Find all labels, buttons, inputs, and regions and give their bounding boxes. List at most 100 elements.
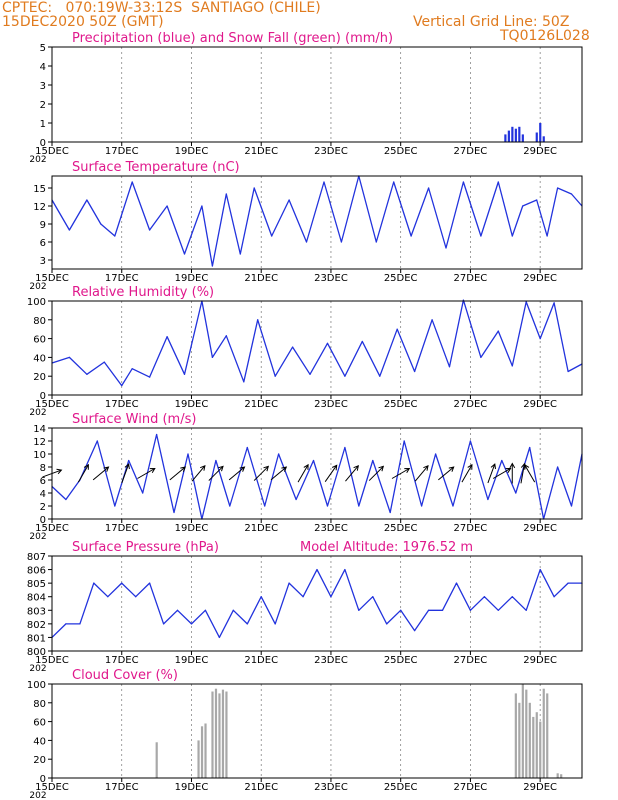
x-tick-label: 29DEC [523, 655, 557, 666]
wind-arrow-head [353, 464, 359, 471]
data-point [414, 630, 416, 632]
data-point [410, 235, 412, 237]
wind-arrow [270, 466, 287, 481]
data-point [525, 609, 527, 611]
data-point [515, 492, 517, 494]
data-point [361, 340, 363, 343]
data-point [375, 241, 377, 243]
panel-title: Surface Wind (m/s) [72, 412, 196, 427]
x-tick-label: 17DEC [105, 782, 139, 793]
panel-frame [51, 427, 583, 520]
data-point [323, 181, 325, 183]
x-tick-label: 15DEC [35, 655, 69, 666]
wind-arrow [391, 468, 410, 479]
data-point [243, 381, 245, 383]
bar [504, 134, 507, 142]
panel-2: 3 6 9 12 15 15DEC 17DEC 19DEC 21DEC 23DEC 25DEC 27D… [29, 160, 583, 292]
data-point [326, 505, 329, 507]
header-line-2: 15DEC2020 50Z (GMT) [2, 14, 164, 30]
data-point [156, 433, 158, 436]
data-point [556, 466, 559, 468]
x-tick-label: 21DEC [244, 655, 278, 666]
bar [507, 130, 510, 142]
y-tick-label: 2 [40, 502, 46, 513]
x-tick-label: 25DEC [384, 399, 418, 410]
wind-arrow [492, 468, 511, 479]
x-tick-label: 25DEC [384, 782, 418, 793]
wind-arrow [228, 466, 245, 481]
wind-arrow-head [200, 464, 206, 471]
x-tick-label: 23DEC [314, 146, 348, 157]
y-tick-label: 4 [40, 62, 46, 73]
y-tick-label: 15 [33, 184, 46, 195]
wind-arrow-head [378, 465, 385, 472]
y-tick-label: 1 [40, 119, 46, 130]
data-point [288, 582, 290, 584]
data-point [201, 205, 203, 207]
x-tick-label: 19DEC [175, 655, 209, 666]
data-point [131, 368, 133, 370]
y-tick-label: 0 [40, 138, 46, 149]
y-tick-label: 20 [33, 755, 46, 766]
x-tick-label: 27DEC [454, 273, 488, 284]
x-tick-label: 25DEC [384, 273, 418, 284]
wind-arrow-head [281, 466, 288, 472]
data-point [131, 181, 133, 183]
bar [535, 712, 538, 778]
panel-title: Cloud Cover (%) [72, 668, 178, 683]
wind-arrow [324, 465, 338, 482]
panel-frame [51, 46, 583, 143]
data-point [229, 505, 231, 507]
data-point [302, 596, 304, 598]
y-tick-label: 9 [40, 220, 46, 231]
data-point [183, 373, 186, 375]
x-tick-label: 15DEC [35, 273, 69, 284]
data-point [190, 623, 193, 625]
panel-4: 0 2 4 6 8 10 12 14 15DEC 17DEC 19DEC 21DEC 23DEC 25DE… [29, 412, 583, 542]
bar [514, 128, 517, 142]
data-point [393, 181, 395, 183]
data-point [264, 505, 266, 507]
data-point [372, 459, 374, 462]
wind-arrow-head [404, 467, 411, 474]
year-label: 202 [29, 532, 46, 542]
x-tick-label: 17DEC [105, 146, 139, 157]
y-tick-label: 801 [27, 633, 46, 644]
y-tick-label: 80 [33, 699, 46, 710]
data-point [166, 205, 168, 207]
data-point [246, 623, 248, 625]
data-point [149, 376, 151, 378]
data-point [497, 609, 499, 611]
data-point [278, 453, 280, 455]
data-point [86, 199, 88, 201]
model-code: TQ0126L028 [500, 28, 590, 44]
y-tick-label: 803 [27, 606, 46, 617]
data-point [501, 459, 503, 462]
data-point [253, 187, 255, 189]
y-tick-label: 60 [33, 335, 46, 346]
data-point [570, 505, 573, 507]
y-tick-label: 40 [33, 353, 46, 364]
wind-arrow [438, 466, 454, 481]
bar [221, 689, 225, 778]
data-point [539, 568, 541, 571]
y-tick-label: 6 [40, 476, 46, 487]
wind-arrow-head [509, 462, 516, 469]
panel-frame [51, 683, 583, 779]
x-tick-label: 21DEC [244, 523, 278, 534]
data-point [246, 446, 248, 449]
bar [518, 126, 521, 142]
wind-arrow [77, 464, 89, 483]
x-tick-label: 23DEC [314, 399, 348, 410]
wind-arrow [92, 466, 109, 481]
data-point [232, 609, 234, 611]
data-point [511, 365, 513, 367]
x-tick-label: 29DEC [523, 399, 557, 410]
wind-arrow-head [149, 467, 156, 474]
x-tick-label: 15DEC [35, 782, 69, 793]
data-point [372, 596, 374, 598]
data-point [204, 609, 207, 611]
bar [155, 742, 158, 778]
x-tick-label: 19DEC [175, 273, 209, 284]
data-point [128, 459, 130, 462]
